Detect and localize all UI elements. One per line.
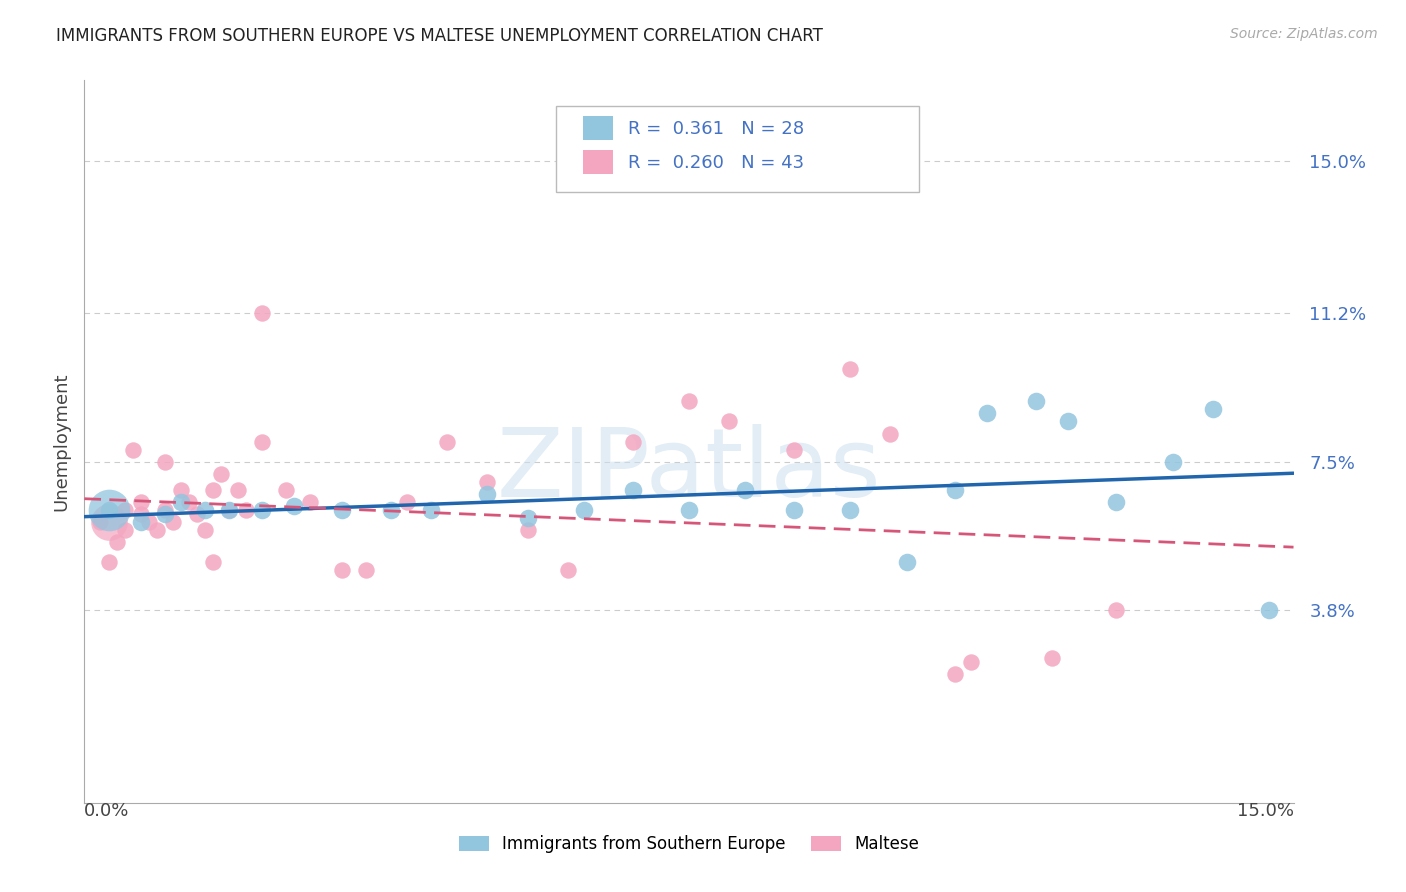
Point: [477, 487, 499, 501]
Point: [218, 503, 240, 517]
Point: [960, 655, 983, 669]
FancyBboxPatch shape: [555, 105, 918, 193]
Point: [186, 507, 208, 521]
Point: [420, 503, 443, 517]
Point: [274, 483, 297, 497]
Point: [202, 555, 225, 569]
Point: [250, 306, 273, 320]
Point: [235, 503, 257, 517]
Y-axis label: Unemployment: Unemployment: [52, 372, 70, 511]
Point: [516, 510, 538, 524]
Point: [138, 515, 160, 529]
Point: [783, 503, 806, 517]
Point: [879, 426, 901, 441]
Legend: Immigrants from Southern Europe, Maltese: Immigrants from Southern Europe, Maltese: [453, 828, 925, 860]
Point: [114, 503, 136, 517]
Point: [209, 467, 232, 481]
Point: [621, 483, 644, 497]
Point: [97, 503, 120, 517]
Point: [153, 507, 176, 521]
Point: [89, 515, 111, 529]
Point: [153, 455, 176, 469]
Point: [129, 494, 152, 508]
Point: [153, 503, 176, 517]
Point: [976, 407, 998, 421]
Point: [194, 503, 217, 517]
Point: [477, 475, 499, 489]
Point: [678, 503, 700, 517]
Point: [114, 523, 136, 537]
Point: [162, 515, 184, 529]
Text: Source: ZipAtlas.com: Source: ZipAtlas.com: [1230, 27, 1378, 41]
Point: [943, 667, 966, 681]
Point: [516, 523, 538, 537]
Text: R =  0.361   N = 28: R = 0.361 N = 28: [628, 120, 804, 137]
Point: [1105, 603, 1128, 617]
Point: [97, 555, 120, 569]
Point: [129, 515, 152, 529]
Point: [678, 394, 700, 409]
Point: [380, 503, 402, 517]
Point: [436, 434, 458, 449]
Point: [202, 483, 225, 497]
FancyBboxPatch shape: [582, 117, 613, 140]
Point: [97, 503, 120, 517]
Point: [250, 434, 273, 449]
Point: [170, 494, 193, 508]
Point: [179, 494, 201, 508]
Text: 0.0%: 0.0%: [84, 802, 129, 820]
FancyBboxPatch shape: [582, 151, 613, 174]
Point: [572, 503, 595, 517]
Point: [783, 442, 806, 457]
Point: [395, 494, 418, 508]
Point: [194, 523, 217, 537]
Text: 15.0%: 15.0%: [1236, 802, 1294, 820]
Point: [1258, 603, 1281, 617]
Point: [718, 414, 741, 429]
Point: [839, 503, 862, 517]
Point: [218, 503, 240, 517]
Point: [557, 563, 579, 577]
Point: [734, 483, 756, 497]
Point: [330, 503, 353, 517]
Point: [1025, 394, 1047, 409]
Point: [226, 483, 249, 497]
Point: [283, 499, 305, 513]
Point: [170, 483, 193, 497]
Point: [97, 515, 120, 529]
Point: [1202, 402, 1225, 417]
Point: [330, 563, 353, 577]
Point: [1161, 455, 1184, 469]
Point: [250, 503, 273, 517]
Point: [839, 362, 862, 376]
Point: [1056, 414, 1078, 429]
Point: [121, 442, 143, 457]
Point: [621, 434, 644, 449]
Text: R =  0.260   N = 43: R = 0.260 N = 43: [628, 154, 804, 172]
Point: [896, 555, 918, 569]
Point: [129, 507, 152, 521]
Point: [356, 563, 378, 577]
Point: [943, 483, 966, 497]
Point: [146, 523, 169, 537]
Text: ZIPatlas: ZIPatlas: [496, 424, 882, 517]
Point: [299, 494, 322, 508]
Text: IMMIGRANTS FROM SOUTHERN EUROPE VS MALTESE UNEMPLOYMENT CORRELATION CHART: IMMIGRANTS FROM SOUTHERN EUROPE VS MALTE…: [56, 27, 823, 45]
Point: [105, 535, 128, 549]
Point: [1105, 494, 1128, 508]
Point: [1040, 651, 1063, 665]
